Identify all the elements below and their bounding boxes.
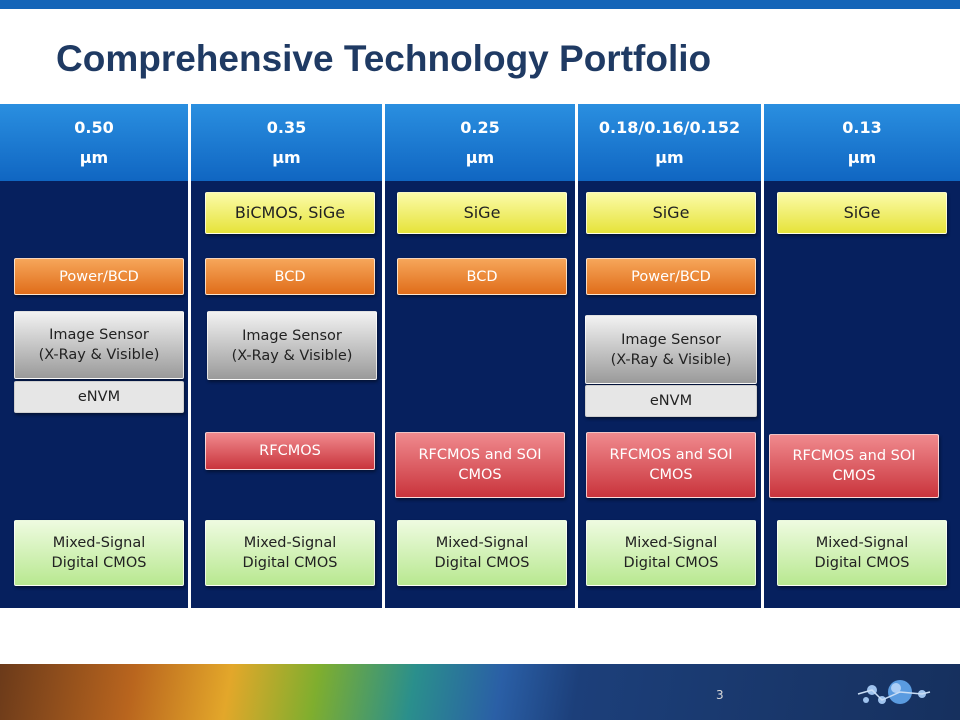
bcd-label: BCD	[274, 268, 306, 285]
footer-wafer-banner	[0, 664, 960, 720]
rfcmos-soi-sublabel: CMOS	[649, 467, 693, 483]
envm-label: eNVM	[77, 389, 121, 405]
slide-title: Comprehensive Technology Portfolio	[56, 38, 712, 79]
node-label: 0.18/0.16/0.152	[598, 118, 741, 137]
column-header: 0.35 µm	[191, 104, 382, 181]
envm-box: eNVM	[585, 385, 757, 417]
image-sensor-sublabel: (X-Ray & Visible)	[38, 347, 160, 363]
mixed-signal-label: Mixed-Signal	[243, 535, 337, 551]
sige-box: SiGe	[586, 192, 756, 234]
column-0-25um: 0.25 µm SiGe BCD RFCMOS and SOI CMOS Mix…	[385, 104, 575, 608]
mixed-signal-box: Mixed-Signal Digital CMOS	[397, 520, 567, 586]
rfcmos-label: RFCMOS	[259, 443, 321, 459]
node-label: 0.50	[74, 118, 114, 137]
column-header: 0.25 µm	[385, 104, 575, 181]
rfcmos-soi-label: RFCMOS and SOI	[792, 448, 916, 464]
sige-label: SiGe	[843, 203, 881, 222]
image-sensor-sublabel: (X-Ray & Visible)	[231, 347, 353, 364]
node-unit: µm	[79, 148, 109, 167]
node-label: 0.25	[460, 118, 500, 137]
mixed-signal-sublabel: Digital CMOS	[623, 555, 719, 571]
mixed-signal-label: Mixed-Signal	[815, 535, 909, 551]
mixed-signal-box: Mixed-Signal Digital CMOS	[586, 520, 756, 586]
node-unit: µm	[465, 148, 495, 167]
column-body: SiGe RFCMOS and SOI CMOS Mixed-Signal Di…	[764, 181, 960, 608]
rfcmos-soi-box: RFCMOS and SOI CMOS	[395, 432, 565, 498]
image-sensor-label: Image Sensor	[242, 327, 342, 344]
mixed-signal-box: Mixed-Signal Digital CMOS	[777, 520, 947, 586]
column-0-18um: 0.18/0.16/0.152 µm SiGe Power/BCD Image …	[578, 104, 761, 608]
column-body: BiCMOS, SiGe BCD Image Sensor (X-Ray & V…	[191, 181, 382, 608]
node-unit: µm	[655, 148, 684, 167]
node-unit: µm	[847, 148, 877, 167]
rfcmos-soi-label: RFCMOS and SOI	[418, 447, 542, 463]
image-sensor-box: Image Sensor (X-Ray & Visible)	[207, 311, 377, 380]
image-sensor-box: Image Sensor (X-Ray & Visible)	[14, 311, 184, 379]
mixed-signal-label: Mixed-Signal	[435, 535, 529, 551]
mixed-signal-sublabel: Digital CMOS	[434, 555, 530, 571]
envm-label: eNVM	[649, 393, 693, 409]
image-sensor-sublabel: (X-Ray & Visible)	[610, 351, 732, 368]
power-bcd-box: Power/BCD	[14, 258, 184, 295]
mixed-signal-sublabel: Digital CMOS	[51, 555, 147, 571]
top-accent-bar	[0, 0, 960, 9]
mixed-signal-box: Mixed-Signal Digital CMOS	[205, 520, 375, 586]
rfcmos-soi-box: RFCMOS and SOI CMOS	[769, 434, 939, 498]
column-0-13um: 0.13 µm SiGe RFCMOS and SOI CMOS Mixed-S…	[764, 104, 960, 608]
column-header: 0.13 µm	[764, 104, 960, 181]
column-0-35um: 0.35 µm BiCMOS, SiGe BCD Image Sensor (X…	[191, 104, 382, 608]
column-body: Power/BCD Image Sensor (X-Ray & Visible)…	[0, 181, 188, 608]
sige-label: SiGe	[463, 203, 501, 222]
power-bcd-label: Power/BCD	[59, 268, 139, 285]
mixed-signal-box: Mixed-Signal Digital CMOS	[14, 520, 184, 586]
node-unit: µm	[272, 148, 301, 167]
power-bcd-label: Power/BCD	[631, 268, 711, 285]
column-header: 0.50 µm	[0, 104, 188, 181]
node-label: 0.13	[842, 118, 882, 137]
sige-box: SiGe	[397, 192, 567, 234]
sige-box: SiGe	[777, 192, 947, 234]
rfcmos-soi-box: RFCMOS and SOI CMOS	[586, 432, 756, 498]
bcd-box: BCD	[205, 258, 375, 295]
sige-label: BiCMOS, SiGe	[234, 203, 346, 222]
rfcmos-soi-sublabel: CMOS	[458, 467, 502, 483]
rfcmos-soi-sublabel: CMOS	[832, 468, 876, 484]
envm-box: eNVM	[14, 381, 184, 413]
mixed-signal-sublabel: Digital CMOS	[814, 555, 910, 571]
image-sensor-label: Image Sensor	[621, 331, 721, 348]
molecule-logo-icon	[857, 680, 931, 704]
column-body: SiGe Power/BCD Image Sensor (X-Ray & Vis…	[578, 181, 761, 608]
sige-label: SiGe	[652, 203, 690, 222]
column-header: 0.18/0.16/0.152 µm	[578, 104, 761, 181]
mixed-signal-label: Mixed-Signal	[624, 535, 718, 551]
image-sensor-box: Image Sensor (X-Ray & Visible)	[585, 315, 757, 384]
mixed-signal-label: Mixed-Signal	[52, 535, 146, 551]
column-body: SiGe BCD RFCMOS and SOI CMOS Mixed-Signa…	[385, 181, 575, 608]
sige-box: BiCMOS, SiGe	[205, 192, 375, 234]
rfcmos-box: RFCMOS	[205, 432, 375, 470]
rfcmos-soi-label: RFCMOS and SOI	[609, 447, 733, 463]
node-label: 0.35	[266, 118, 307, 137]
bcd-box: BCD	[397, 258, 567, 295]
power-bcd-box: Power/BCD	[586, 258, 756, 295]
column-0-50um: 0.50 µm Power/BCD Image Sensor (X-Ray & …	[0, 104, 188, 608]
mixed-signal-sublabel: Digital CMOS	[242, 555, 338, 571]
image-sensor-label: Image Sensor	[49, 327, 149, 343]
bcd-label: BCD	[466, 268, 498, 285]
page-number: 3	[716, 688, 724, 702]
